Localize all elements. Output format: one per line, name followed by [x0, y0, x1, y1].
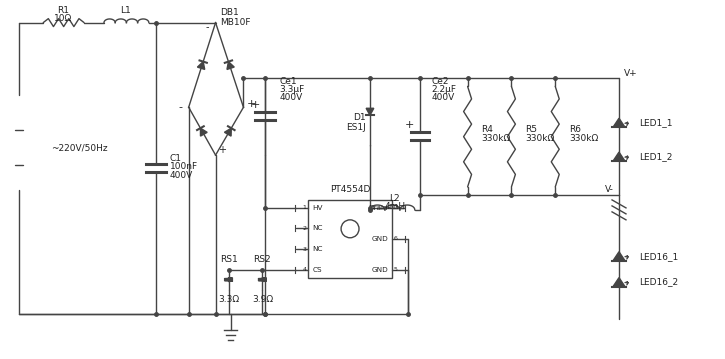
Text: DB1: DB1 — [220, 8, 239, 17]
Text: V-: V- — [605, 186, 614, 195]
Text: 4mH: 4mH — [384, 202, 405, 211]
Text: 6: 6 — [394, 236, 398, 241]
Text: +: + — [218, 145, 225, 155]
Text: 7: 7 — [394, 205, 398, 210]
Text: NC: NC — [312, 246, 323, 252]
Polygon shape — [197, 62, 204, 69]
Text: 4: 4 — [302, 267, 306, 272]
Polygon shape — [366, 108, 374, 115]
Text: 2: 2 — [302, 226, 306, 231]
Text: NC: NC — [312, 225, 323, 232]
Text: HV: HV — [312, 205, 323, 211]
Polygon shape — [613, 152, 625, 161]
Text: 400V: 400V — [279, 93, 302, 102]
Text: R5: R5 — [526, 125, 537, 134]
Polygon shape — [613, 278, 625, 286]
Text: +: + — [405, 120, 415, 130]
Text: GND: GND — [371, 267, 388, 272]
Bar — [308, 200, 392, 278]
Text: R1: R1 — [57, 6, 69, 15]
Text: +: + — [251, 100, 260, 110]
Text: 2.2μF: 2.2μF — [431, 85, 457, 94]
Text: 330kΩ: 330kΩ — [569, 134, 598, 143]
Text: 400V: 400V — [431, 93, 455, 102]
Text: 100nF: 100nF — [170, 162, 198, 171]
Text: RS2: RS2 — [254, 255, 271, 264]
Text: Ce1: Ce1 — [279, 77, 297, 86]
Text: 330kΩ: 330kΩ — [526, 134, 555, 143]
Text: 3: 3 — [302, 247, 306, 252]
Text: LED16_2: LED16_2 — [639, 278, 678, 286]
Text: +: + — [247, 99, 256, 109]
Text: 1: 1 — [302, 205, 306, 210]
Text: LED1_1: LED1_1 — [639, 118, 672, 127]
Text: ~220V/50Hz: ~220V/50Hz — [51, 144, 108, 153]
Text: LED1_2: LED1_2 — [639, 152, 672, 161]
Text: C1: C1 — [170, 154, 182, 163]
Polygon shape — [613, 252, 625, 261]
Text: 400V: 400V — [170, 171, 193, 180]
Text: RS1: RS1 — [220, 255, 237, 264]
Text: 3.3Ω: 3.3Ω — [218, 295, 239, 304]
Text: 3.9Ω: 3.9Ω — [252, 295, 273, 304]
Text: Drain: Drain — [368, 205, 388, 211]
Text: V+: V+ — [624, 69, 637, 78]
Text: GND: GND — [371, 236, 388, 242]
Text: 330kΩ: 330kΩ — [481, 134, 511, 143]
Text: -: - — [206, 23, 210, 33]
Text: MB10F: MB10F — [220, 18, 251, 27]
Text: Ce2: Ce2 — [431, 77, 450, 86]
Text: 10Ω: 10Ω — [54, 14, 72, 23]
Text: LED16_1: LED16_1 — [639, 252, 678, 261]
Text: L1: L1 — [120, 6, 131, 15]
Text: D1: D1 — [353, 113, 366, 122]
Text: -: - — [178, 102, 183, 112]
Text: 3.3μF: 3.3μF — [279, 85, 304, 94]
Text: CS: CS — [312, 267, 322, 272]
Polygon shape — [200, 128, 207, 136]
Text: L2: L2 — [389, 195, 400, 204]
Polygon shape — [225, 128, 231, 136]
Text: 5: 5 — [394, 267, 398, 272]
Polygon shape — [613, 118, 625, 127]
Text: ES1J: ES1J — [347, 123, 366, 132]
Polygon shape — [227, 62, 234, 69]
Text: R4: R4 — [481, 125, 494, 134]
Text: PT4554D: PT4554D — [330, 186, 370, 195]
Text: R6: R6 — [569, 125, 581, 134]
